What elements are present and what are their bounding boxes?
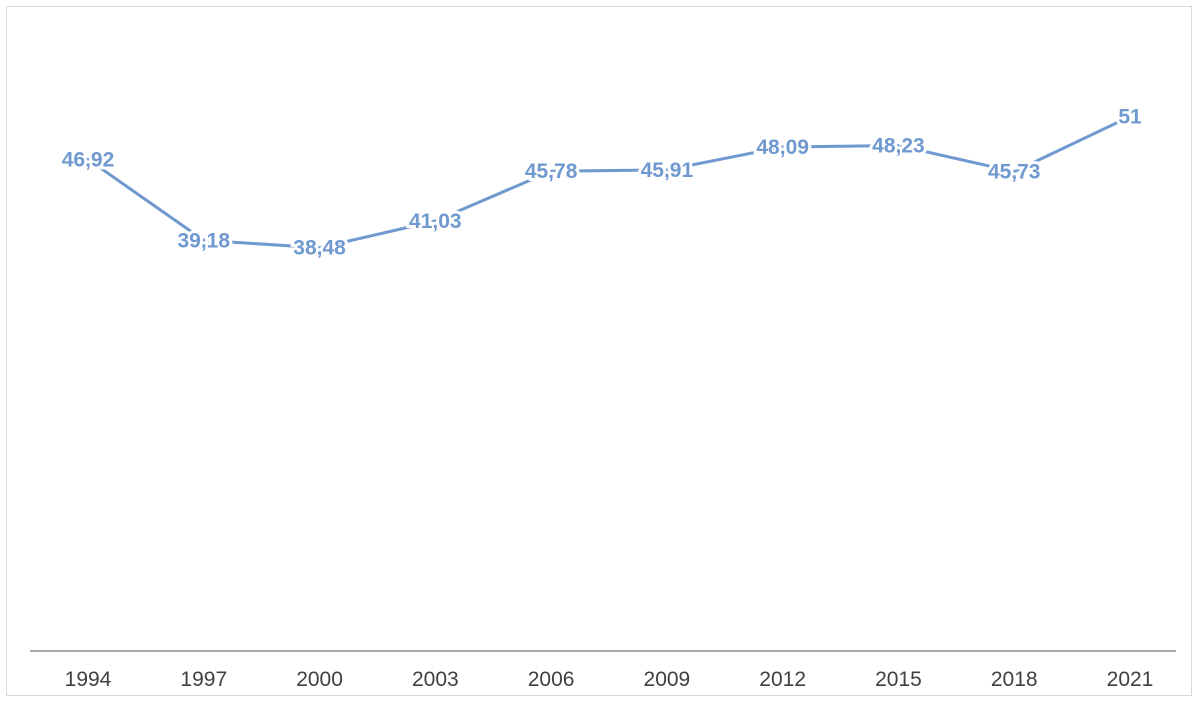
data-label: 41,03: [409, 210, 462, 233]
x-tick-label: 2006: [528, 668, 575, 691]
x-tick-labels: 1994 1997 2000 2003 2006 2009 2012 2015 2018 2021: [65, 668, 1154, 691]
data-label: 45,73: [988, 161, 1041, 184]
x-tick-label: 1994: [65, 668, 112, 691]
data-label: 48,23: [872, 135, 925, 158]
data-label: 45,78: [525, 160, 578, 183]
x-tick-label: 2003: [412, 668, 459, 691]
x-tick-label: 2021: [1107, 668, 1154, 691]
series-line: [86, 115, 1132, 250]
x-tick-label: 1997: [180, 668, 227, 691]
x-tick-label: 2012: [759, 668, 806, 691]
x-tick-label: 2009: [644, 668, 691, 691]
data-label: 51: [1118, 106, 1142, 129]
x-tick-label: 2018: [991, 668, 1038, 691]
chart-frame: [6, 6, 1192, 696]
data-label: 45,91: [641, 159, 694, 182]
x-tick-label: 2000: [296, 668, 343, 691]
data-label: 48,09: [756, 136, 809, 159]
series-group: 46,92 39,18 38,48 41,03 45,78 45,91 48,09 48,23…: [59, 103, 1145, 263]
data-label: 39,18: [177, 229, 230, 252]
x-tick-label: 2015: [875, 668, 922, 691]
data-label: 46,92: [62, 148, 115, 171]
data-label: 38,48: [293, 237, 346, 260]
